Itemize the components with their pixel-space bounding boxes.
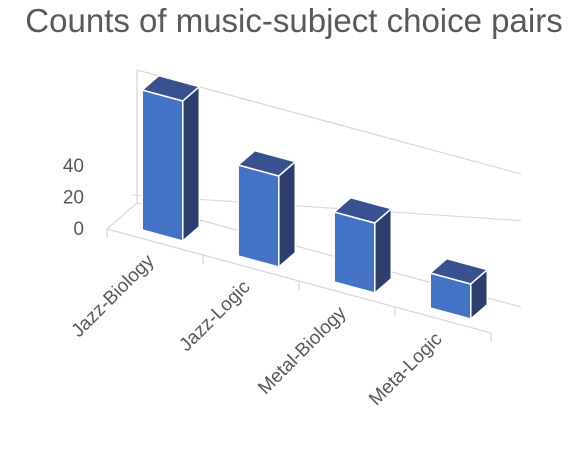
bar-front-face: [141, 89, 184, 242]
bar-jazz-biology: [141, 74, 201, 242]
bar-top-face: [141, 74, 201, 102]
bar-jazz-logic: [237, 149, 297, 268]
bar-side-face: [278, 160, 297, 268]
y-axis-ticks: 0 20 40: [63, 156, 84, 240]
y-tick-label: 0: [73, 219, 84, 240]
bar-meta-logic: [429, 257, 489, 320]
bar-top-face: [237, 149, 297, 177]
y-tick-label: 40: [63, 156, 84, 177]
x-category-label: Meta-Logic: [365, 329, 446, 410]
back-wall-top-line: [136, 69, 522, 175]
x-category-label: Metal-Biology: [254, 302, 351, 399]
bar-front-face: [237, 164, 280, 268]
bar-series: [141, 74, 489, 320]
bar-top-face: [429, 257, 489, 285]
bar-side-face: [182, 85, 201, 242]
bar-metal-biology: [333, 196, 393, 294]
chart-title: Counts of music-subject choice pairs: [25, 2, 563, 39]
x-category-label: Jazz-Biology: [68, 250, 159, 341]
y-tick-label: 20: [63, 188, 84, 209]
bar-top-face: [333, 196, 393, 224]
floor-side-line: [106, 202, 138, 230]
bar-front-face: [333, 211, 376, 294]
x-category-label: Jazz-Logic: [175, 277, 254, 356]
